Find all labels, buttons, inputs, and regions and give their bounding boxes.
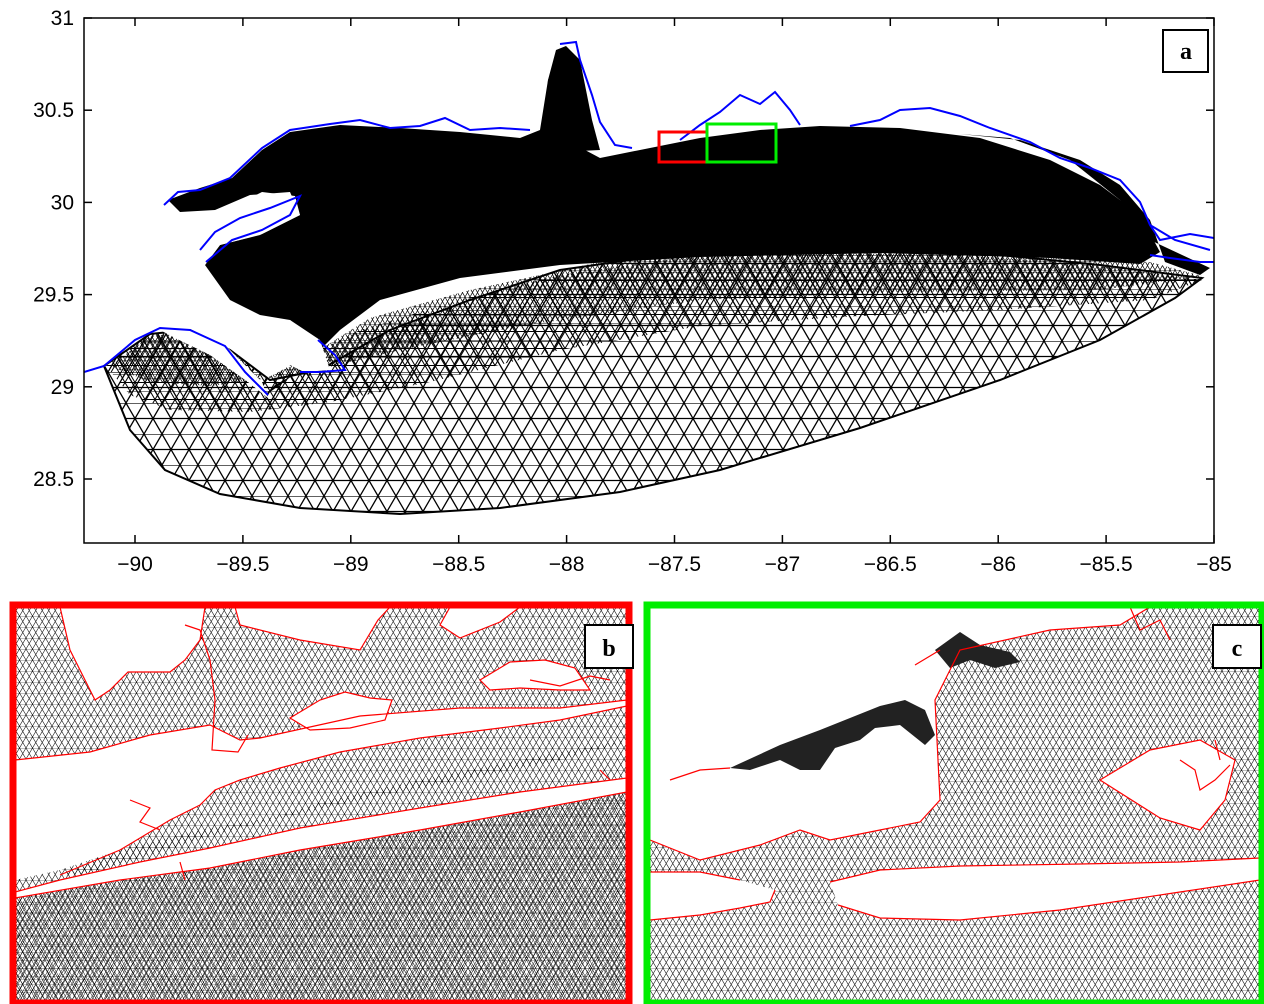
panel-a: −90 −89.5 −89 −88.5 −88 −87.5 −87 −86.5 −86 −85.5… <box>33 7 1232 576</box>
y-tick-label: 29.5 <box>33 284 74 307</box>
x-tick-label: −90 <box>117 553 153 576</box>
land-north-c <box>650 607 1150 860</box>
panel-label-b: b <box>602 636 615 662</box>
y-tick-label: 30.5 <box>33 99 74 122</box>
land-pocket-1 <box>200 192 300 265</box>
mesh-upper-arm-c <box>935 632 1020 668</box>
panel-label-box-c <box>1212 624 1262 669</box>
panel-b: b <box>9 601 634 1004</box>
mesh-domain <box>84 40 1214 516</box>
land-barrier-c <box>830 858 1260 920</box>
land-island-c <box>1100 740 1235 830</box>
coastline-a <box>84 40 1214 396</box>
mesh-mobile-bay <box>545 46 600 152</box>
frame-b <box>9 601 633 1004</box>
panel-label-box-a <box>1162 29 1209 73</box>
panel-label-a: a <box>1180 39 1192 65</box>
land-pocket-3 <box>160 330 268 398</box>
x-ticks: −90 −89.5 −89 −88.5 −88 −87.5 −87 −86.5 −86 −85.5… <box>117 18 1232 576</box>
mesh-lagoon-b <box>60 706 627 875</box>
x-tick-label: −86.5 <box>864 553 917 576</box>
y-tick-label: 28.5 <box>33 468 74 491</box>
zoom-box-green <box>705 122 778 164</box>
land-sw-c <box>650 872 775 920</box>
land-north-b-3 <box>440 607 520 638</box>
land-peninsula-b <box>480 660 590 690</box>
mesh-estuary-c <box>730 700 935 770</box>
x-tick-label: −89 <box>333 553 369 576</box>
panel-label-c: c <box>1232 636 1243 662</box>
axes-frame-a <box>83 17 1215 544</box>
land-barrier-b <box>15 778 627 898</box>
x-tick-label: −86 <box>980 553 1016 576</box>
mesh-fine <box>110 252 1202 386</box>
panel-c: c <box>643 601 1264 1004</box>
x-tick-label: −89.5 <box>216 553 269 576</box>
y-tick-label: 31 <box>51 7 74 30</box>
mesh-dense <box>168 55 1160 398</box>
x-tick-label: −87 <box>765 553 801 576</box>
x-tick-label: −88.5 <box>432 553 485 576</box>
y-tick-label: 30 <box>51 191 74 214</box>
land-north-b-2 <box>235 607 390 650</box>
y-tick-label: 29 <box>51 376 74 399</box>
x-tick-label: −85 <box>1196 553 1232 576</box>
x-tick-label: −88 <box>549 553 585 576</box>
land-north-b <box>60 607 205 700</box>
x-tick-label: −87.5 <box>648 553 701 576</box>
frame-c <box>643 601 1264 1004</box>
y-ticks: 31 30.5 30 29.5 29 28.5 <box>33 7 1214 491</box>
coastline-c <box>650 607 1260 921</box>
coastline-b <box>15 607 627 899</box>
mesh-gulf-b <box>15 792 627 1001</box>
land-pocket-2 <box>245 320 330 372</box>
panel-label-box-b <box>584 624 634 669</box>
x-tick-label: −85.5 <box>1080 553 1133 576</box>
